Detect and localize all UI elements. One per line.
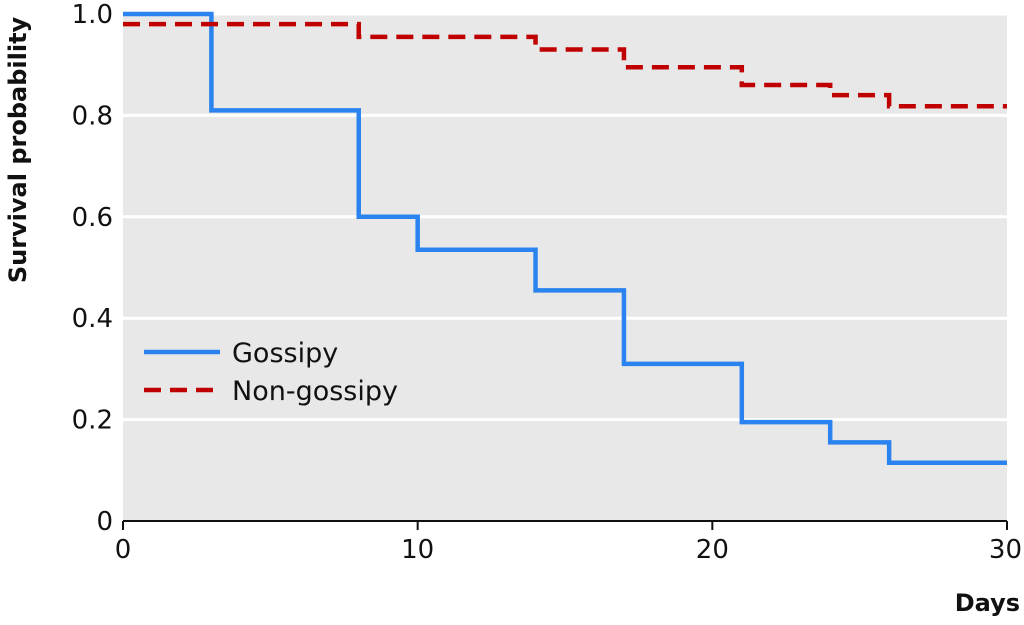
axes bbox=[122, 520, 1008, 530]
legend-label-non-gossipy: Non-gossipy bbox=[232, 376, 398, 407]
y-tick-label-3: 0.6 bbox=[72, 203, 113, 233]
y-tick-label-1: 0.2 bbox=[72, 406, 113, 436]
y-tick-label-2: 0.4 bbox=[72, 304, 113, 334]
series-line-gossipy bbox=[123, 11, 1007, 465]
plot-background bbox=[123, 14, 1007, 521]
x-tick-label-1: 10 bbox=[401, 535, 434, 565]
y-tick-label-0: 0 bbox=[96, 507, 113, 537]
y-tick-label-4: 0.8 bbox=[72, 101, 113, 131]
legend: Gossipy Non-gossipy bbox=[144, 338, 398, 407]
y-tick-label-5: 1.0 bbox=[72, 0, 113, 30]
tick-labels: 0 0.2 0.4 0.6 0.8 1.0 0 10 20 30 bbox=[72, 0, 1022, 565]
series-lines bbox=[123, 11, 1007, 465]
legend-label-gossipy: Gossipy bbox=[232, 338, 338, 369]
x-tick-label-3: 30 bbox=[989, 535, 1022, 565]
gridlines bbox=[123, 12, 1007, 422]
x-tick-label-2: 20 bbox=[696, 535, 729, 565]
x-axis-title: Days bbox=[955, 589, 1020, 617]
y-axis-title: Survival probability bbox=[4, 16, 32, 283]
x-tick-label-0: 0 bbox=[115, 535, 132, 565]
series-line-non-gossipy bbox=[123, 21, 1007, 109]
